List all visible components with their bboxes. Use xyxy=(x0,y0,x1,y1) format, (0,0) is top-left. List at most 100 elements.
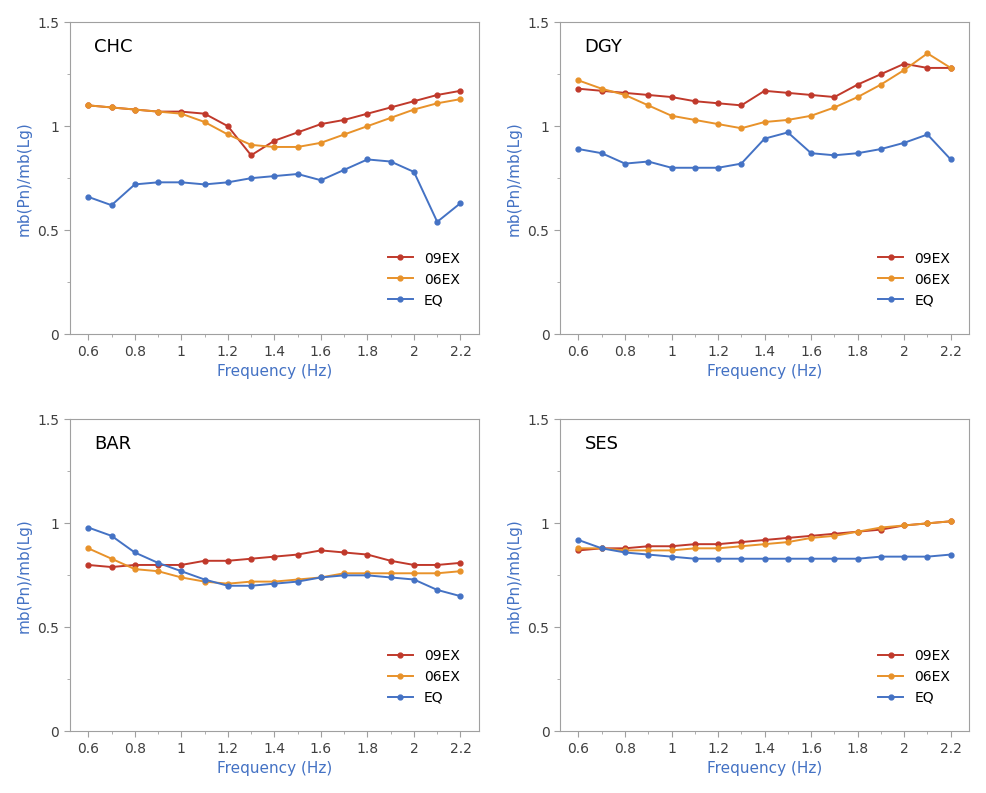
09EX xyxy=(712,98,724,108)
06EX xyxy=(385,569,396,578)
09EX xyxy=(431,90,443,100)
EQ xyxy=(758,554,770,564)
09EX xyxy=(852,80,864,90)
EQ xyxy=(712,554,724,564)
Text: CHC: CHC xyxy=(95,38,133,56)
09EX xyxy=(945,63,956,73)
EQ xyxy=(828,151,840,160)
09EX xyxy=(222,121,234,131)
Line: EQ: EQ xyxy=(86,157,463,224)
Line: 09EX: 09EX xyxy=(86,548,463,569)
06EX xyxy=(222,579,234,588)
06EX xyxy=(338,130,350,140)
09EX xyxy=(828,529,840,538)
06EX xyxy=(922,48,934,58)
06EX xyxy=(596,543,607,553)
06EX xyxy=(246,140,257,150)
06EX xyxy=(642,101,654,110)
EQ xyxy=(689,554,701,564)
EQ xyxy=(198,180,210,190)
EQ xyxy=(573,535,585,545)
09EX xyxy=(106,102,117,112)
EQ xyxy=(268,579,280,588)
06EX xyxy=(362,121,374,131)
09EX xyxy=(573,84,585,94)
06EX xyxy=(689,543,701,553)
EQ xyxy=(782,128,794,137)
09EX xyxy=(736,538,747,547)
09EX xyxy=(246,151,257,160)
X-axis label: Frequency (Hz): Frequency (Hz) xyxy=(217,364,332,379)
06EX xyxy=(806,111,817,121)
EQ xyxy=(922,552,934,561)
06EX xyxy=(922,519,934,528)
06EX xyxy=(455,94,466,104)
09EX xyxy=(828,92,840,102)
09EX xyxy=(408,560,420,569)
EQ xyxy=(596,148,607,158)
EQ xyxy=(736,159,747,168)
09EX xyxy=(642,90,654,100)
Legend: 09EX, 06EX, EQ: 09EX, 06EX, EQ xyxy=(874,247,954,312)
EQ xyxy=(806,148,817,158)
EQ xyxy=(875,552,886,561)
06EX xyxy=(875,523,886,532)
EQ xyxy=(292,577,304,586)
06EX xyxy=(362,569,374,578)
09EX xyxy=(362,109,374,118)
EQ xyxy=(573,144,585,154)
09EX xyxy=(922,63,934,73)
EQ xyxy=(152,178,164,187)
09EX xyxy=(222,556,234,565)
Y-axis label: mb(Pn)/mb(Lg): mb(Pn)/mb(Lg) xyxy=(507,518,522,633)
06EX xyxy=(83,543,95,553)
09EX xyxy=(129,560,141,569)
06EX xyxy=(782,538,794,547)
EQ xyxy=(642,157,654,167)
EQ xyxy=(875,144,886,154)
09EX xyxy=(619,543,631,553)
06EX xyxy=(782,115,794,125)
EQ xyxy=(431,585,443,595)
06EX xyxy=(246,577,257,586)
EQ xyxy=(758,134,770,144)
09EX xyxy=(736,101,747,110)
EQ xyxy=(828,554,840,564)
09EX xyxy=(408,97,420,106)
EQ xyxy=(619,159,631,168)
EQ xyxy=(945,155,956,164)
EQ xyxy=(338,165,350,174)
09EX xyxy=(152,560,164,569)
09EX xyxy=(875,70,886,79)
06EX xyxy=(619,90,631,100)
09EX xyxy=(573,546,585,555)
06EX xyxy=(828,102,840,112)
EQ xyxy=(922,130,934,140)
Line: 09EX: 09EX xyxy=(86,88,463,158)
EQ xyxy=(83,523,95,532)
09EX xyxy=(385,102,396,112)
09EX xyxy=(268,136,280,145)
Text: DGY: DGY xyxy=(585,38,622,56)
EQ xyxy=(129,548,141,557)
09EX xyxy=(431,560,443,569)
09EX xyxy=(712,539,724,549)
EQ xyxy=(666,552,677,561)
EQ xyxy=(152,558,164,568)
EQ xyxy=(246,174,257,183)
Line: 06EX: 06EX xyxy=(86,97,463,149)
09EX xyxy=(922,519,934,528)
EQ xyxy=(945,550,956,559)
06EX xyxy=(152,107,164,117)
Line: EQ: EQ xyxy=(576,130,953,170)
EQ xyxy=(385,157,396,167)
EQ xyxy=(898,552,910,561)
EQ xyxy=(198,575,210,584)
09EX xyxy=(385,556,396,565)
06EX xyxy=(573,543,585,553)
09EX xyxy=(898,59,910,68)
06EX xyxy=(666,111,677,121)
09EX xyxy=(666,542,677,551)
09EX xyxy=(852,527,864,536)
09EX xyxy=(619,88,631,98)
